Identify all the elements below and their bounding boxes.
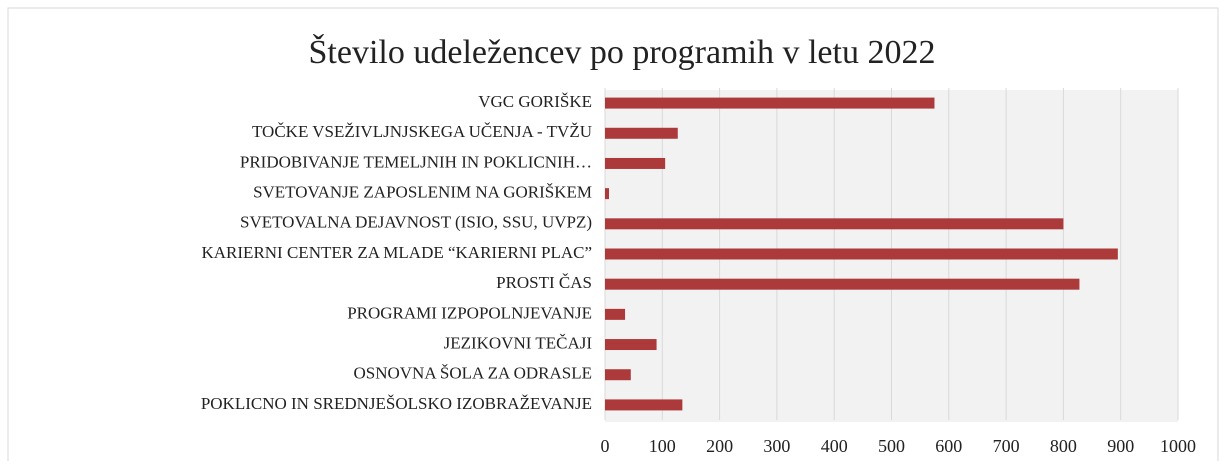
bar — [605, 127, 678, 139]
y-tick-label: PRIDOBIVANJE TEMELJNIH IN POKLICNIH… — [240, 152, 592, 171]
y-tick-label: PROSTI ČAS — [496, 273, 592, 292]
y-tick-label: PROGRAMI IZPOPOLNJEVANJE — [347, 303, 592, 322]
bar — [605, 97, 935, 109]
y-tick-label: KARIERNI CENTER ZA MLADE “KARIERNI PLAC” — [202, 243, 593, 262]
x-tick-label: 1000 — [1160, 436, 1196, 456]
bar — [605, 339, 657, 351]
x-tick-label: 800 — [1050, 436, 1077, 456]
bar — [605, 218, 1064, 230]
x-tick-label: 400 — [821, 436, 848, 456]
bar — [605, 188, 610, 200]
chart-title: Število udeležencev po programih v letu … — [309, 33, 936, 71]
bar — [605, 399, 683, 411]
y-tick-label: JEZIKOVNI TEČAJI — [444, 333, 593, 352]
y-tick-label: SVETOVALNA DEJAVNOST (ISIO, SSU, UVPZ) — [240, 213, 592, 232]
x-tick-label: 300 — [763, 436, 790, 456]
x-tick-label: 900 — [1107, 436, 1134, 456]
y-tick-label: TOČKE VSEŽIVLJNJSKEGA UČENJA - TVŽU — [252, 122, 592, 141]
x-tick-label: 500 — [878, 436, 905, 456]
bar — [605, 157, 666, 169]
y-tick-label: OSNOVNA ŠOLA ZA ODRASLE — [354, 364, 593, 383]
bar — [605, 308, 626, 320]
y-tick-label: SVETOVANJE ZAPOSLENIM NA GORIŠKEM — [253, 183, 592, 202]
y-tick-label: POKLICNO IN SREDNJEŠOLSKO IZOBRAŽEVANJE — [201, 394, 592, 413]
bar — [605, 278, 1080, 290]
x-tick-label: 600 — [935, 436, 962, 456]
bar — [605, 369, 631, 381]
y-tick-label: VGC GORIŠKE — [478, 92, 592, 111]
bar — [605, 248, 1118, 260]
x-tick-label: 700 — [993, 436, 1020, 456]
x-tick-label: 200 — [706, 436, 733, 456]
x-tick-label: 0 — [601, 436, 610, 456]
x-tick-label: 100 — [649, 436, 676, 456]
chart-border — [7, 7, 1219, 466]
